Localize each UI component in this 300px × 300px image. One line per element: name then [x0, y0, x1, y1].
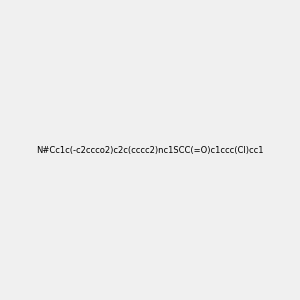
Text: N#Cc1c(-c2ccco2)c2c(cccc2)nc1SCC(=O)c1ccc(Cl)cc1: N#Cc1c(-c2ccco2)c2c(cccc2)nc1SCC(=O)c1cc…: [36, 146, 264, 154]
